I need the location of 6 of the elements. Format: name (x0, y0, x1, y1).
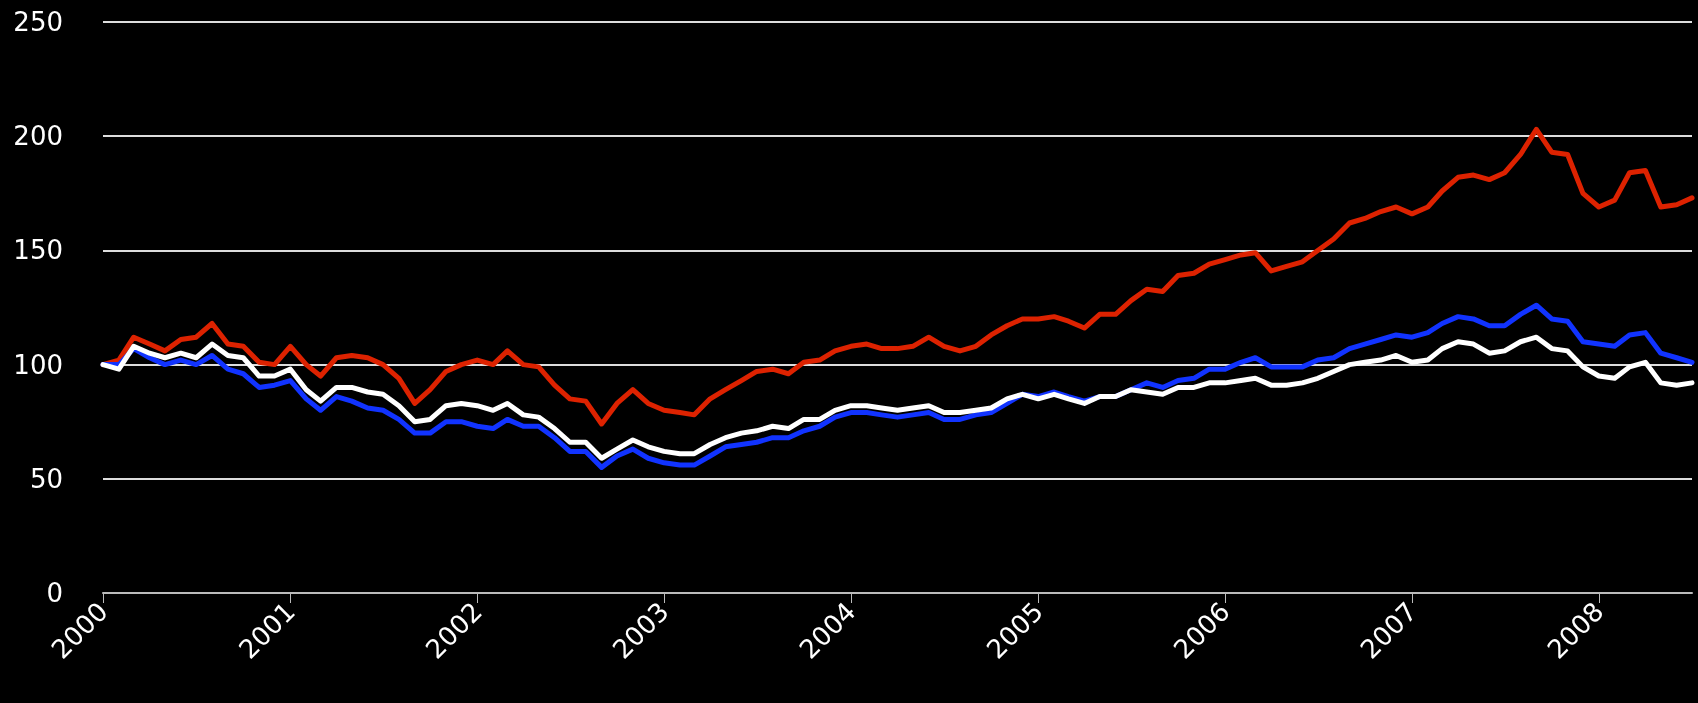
y-tick-label: 50 (29, 463, 63, 494)
y-tick-label: 250 (13, 7, 63, 37)
y-tick-label: 200 (13, 121, 63, 152)
y-tick-label: 150 (13, 235, 63, 266)
y-tick-label: 100 (13, 349, 63, 380)
y-tick-label: 0 (46, 578, 63, 608)
